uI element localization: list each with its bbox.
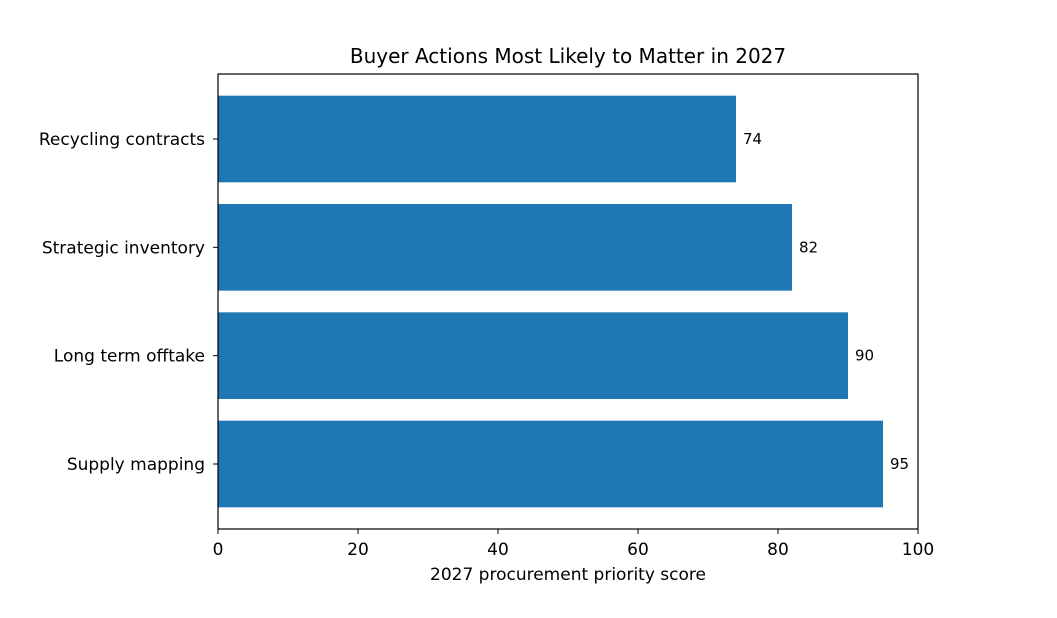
x-tick-label-20: 20 (347, 540, 369, 560)
plot-frame (217, 73, 919, 530)
y-tick-label-supply-mapping: Supply mapping (67, 455, 205, 475)
y-tick-label-strategic-inventory: Strategic inventory (42, 238, 205, 258)
bar-strategic-inventory (218, 204, 792, 291)
x-tick-label-40: 40 (487, 540, 509, 560)
x-tick-label-0: 0 (213, 540, 224, 560)
y-tick-label-long-term-offtake: Long term offtake (54, 347, 205, 367)
bars-group (218, 95, 883, 508)
x-tick-label-80: 80 (767, 540, 789, 560)
x-tick-label-100: 100 (902, 540, 934, 560)
chart-title: Buyer Actions Most Likely to Matter in 2… (350, 44, 786, 68)
value-labels-group: 95 90 82 74 (743, 130, 909, 473)
y-tick-label-recycling-contracts: Recycling contracts (39, 130, 205, 150)
x-axis-ticks: 0 20 40 60 80 100 (213, 529, 934, 560)
bar-supply-mapping (218, 420, 883, 508)
x-axis-label: 2027 procurement priority score (430, 565, 706, 585)
bar-recycling-contracts (218, 95, 736, 183)
y-axis-ticks: Supply mapping Long term offtake Strategic… (39, 130, 218, 475)
value-label-recycling-contracts: 74 (743, 130, 762, 148)
x-tick-label-60: 60 (627, 540, 649, 560)
bar-long-term-offtake (218, 312, 848, 399)
value-label-long-term-offtake: 90 (855, 347, 874, 365)
value-label-strategic-inventory: 82 (799, 238, 818, 256)
value-label-supply-mapping: 95 (890, 455, 909, 473)
